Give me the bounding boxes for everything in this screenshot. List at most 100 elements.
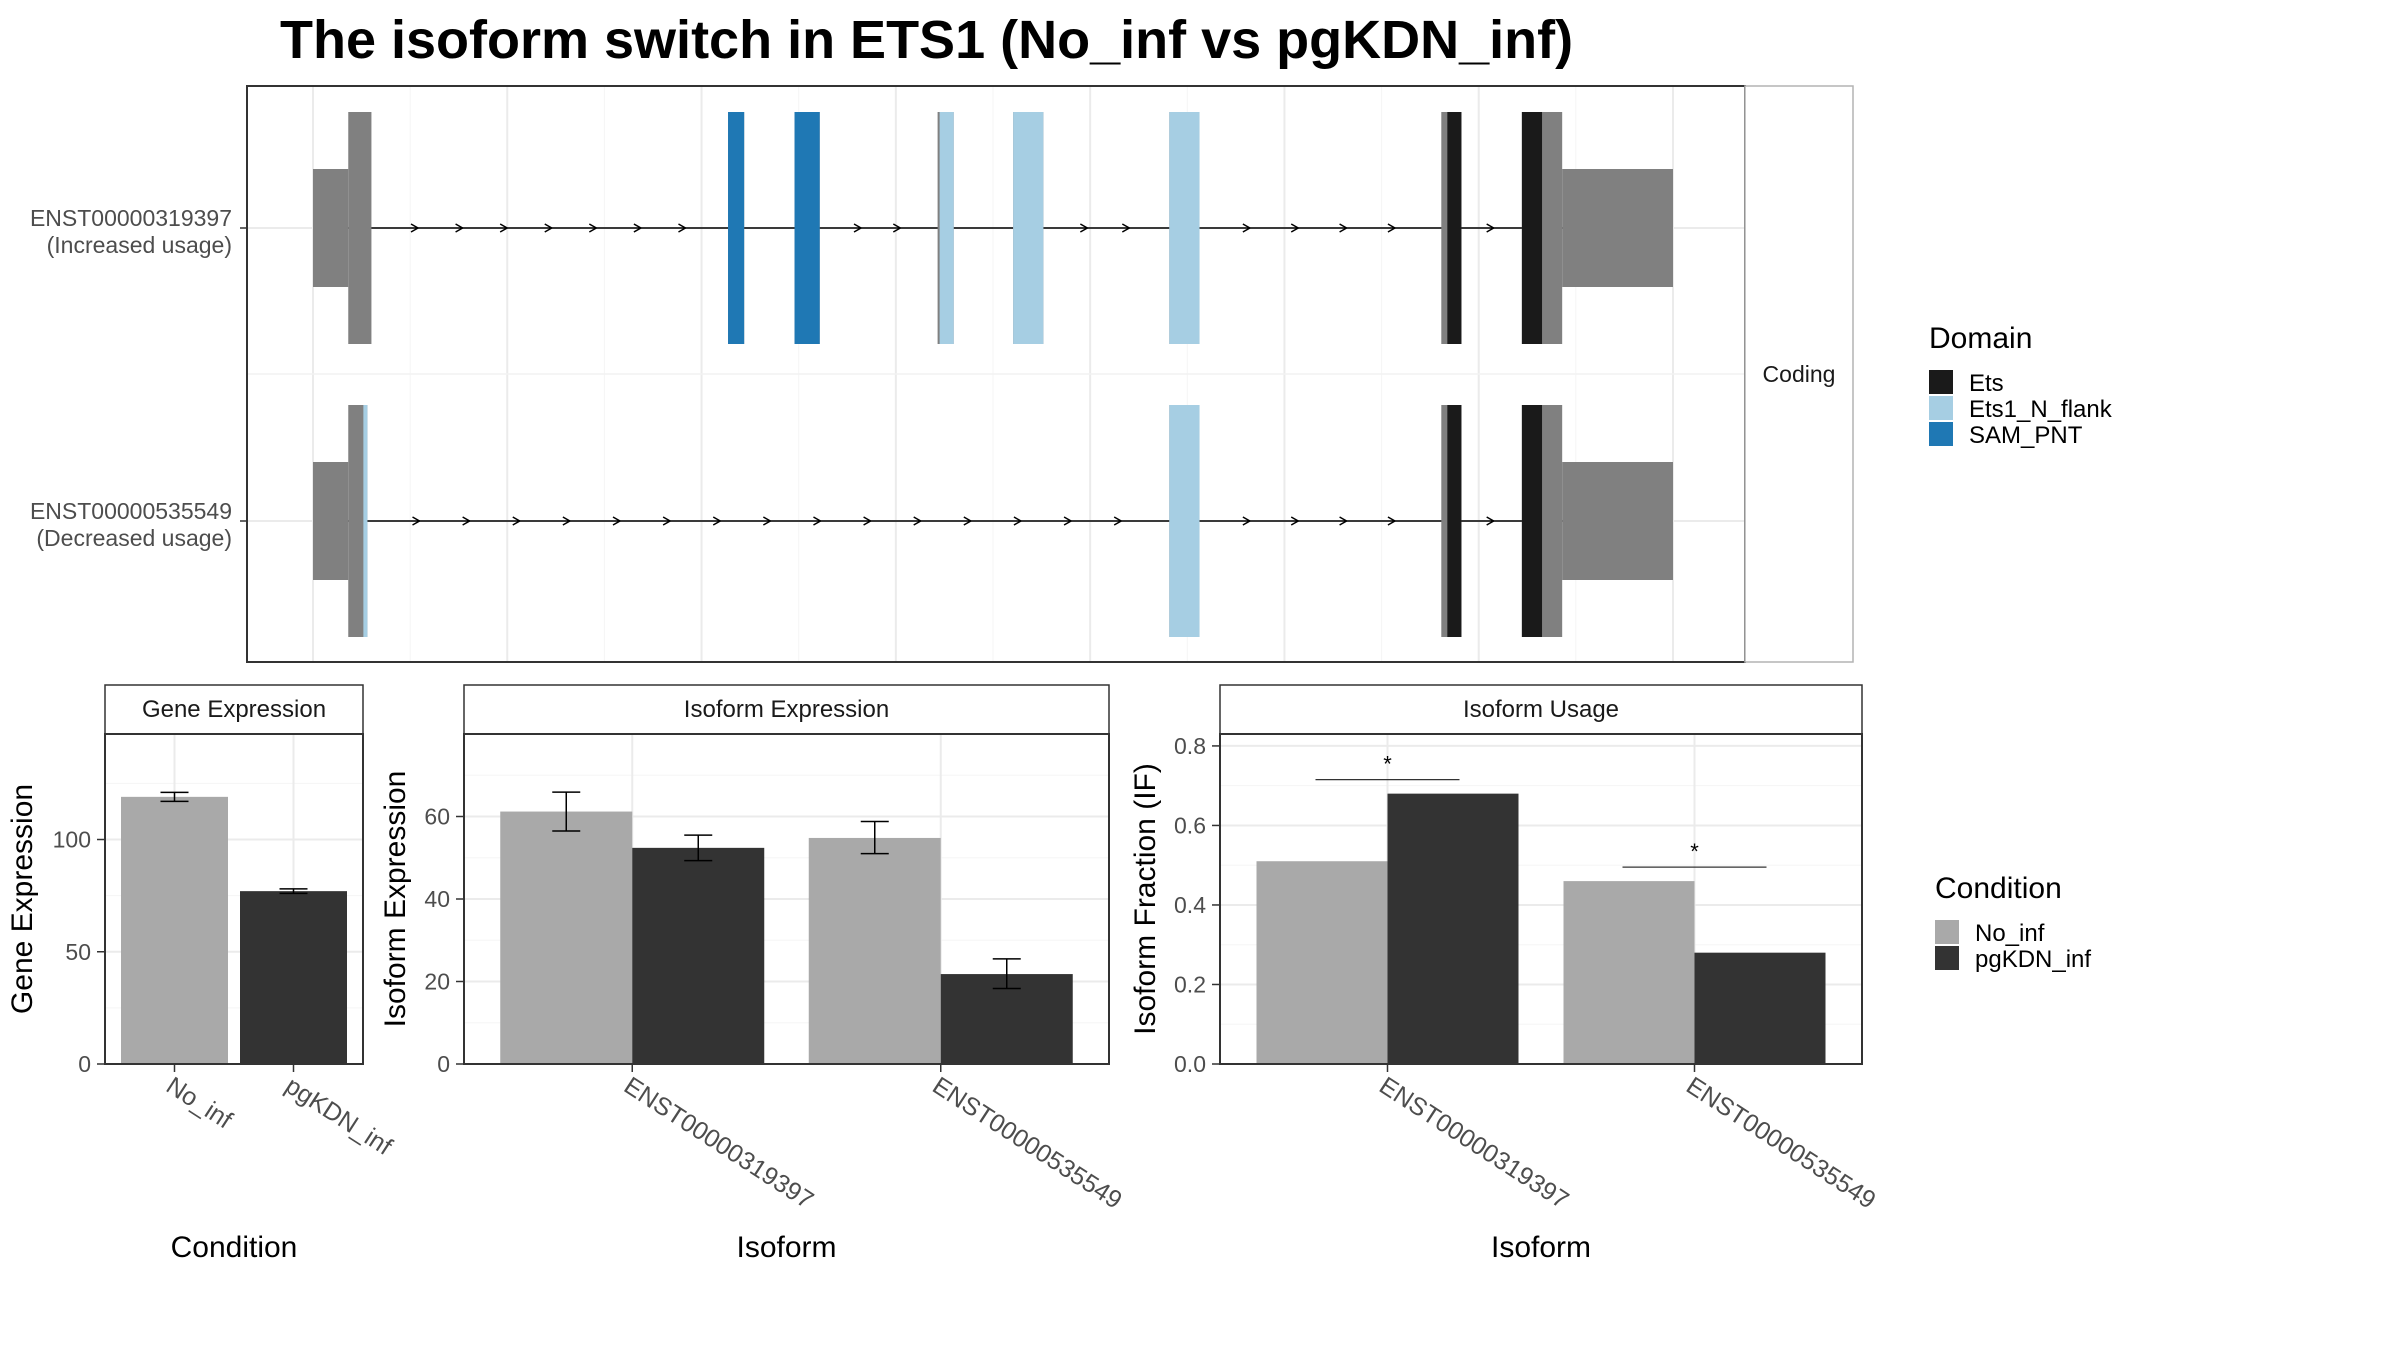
intron-arrow	[1063, 516, 1073, 526]
intron-arrow	[1079, 223, 1089, 233]
intron-arrow	[588, 223, 598, 233]
panel-border	[1219, 733, 1863, 1065]
intron-arrow	[1486, 223, 1496, 233]
utr-exon	[1562, 169, 1673, 287]
bar	[240, 891, 347, 1064]
facet-label: Isoform Usage	[1463, 696, 1619, 723]
intron-arrow	[1242, 516, 1252, 526]
x-tick-label: ENST00000535549	[1681, 1072, 1880, 1215]
intron-arrow	[1290, 223, 1300, 233]
legend-label: SAM_PNT	[1969, 422, 2083, 449]
intron-arrow	[853, 223, 863, 233]
facet-label: Gene Expression	[142, 696, 326, 723]
intron-arrow	[813, 516, 822, 526]
figure-title: The isoform switch in ETS1 (No_inf vs pg…	[280, 10, 1573, 70]
intron-arrow	[863, 516, 873, 526]
utr-exon	[1562, 462, 1673, 580]
intron-arrow	[462, 516, 472, 526]
legend-label: Ets	[1969, 370, 2004, 397]
intron-arrow	[499, 223, 509, 233]
intron-arrow	[913, 516, 923, 526]
coding-exon	[348, 405, 368, 637]
gene-expression-panel: Gene Expression 0 50 100 No_inf pgKDN_inf Cond…	[6, 684, 397, 1264]
isoform-track-ENST00000319397	[313, 112, 1673, 344]
isoform-expression-panel: Isoform Expression 0 20 40 60 ENST00000319397…	[379, 684, 1127, 1264]
intron-arrow	[662, 516, 672, 526]
y-tick-label: 40	[424, 886, 450, 912]
legend-title: Domain	[1929, 322, 2032, 355]
legend-label: pgKDN_inf	[1975, 946, 2091, 973]
legend-title: Condition	[1935, 872, 2062, 905]
utr-exon	[313, 169, 349, 287]
y-axis-title: Isoform Expression	[379, 771, 412, 1028]
intron-arrow	[412, 516, 422, 526]
domain-ets1-n-flank	[939, 112, 954, 344]
intron-arrow	[963, 516, 973, 526]
intron-arrow	[544, 223, 554, 233]
domain-ets1-n-flank	[1013, 112, 1044, 344]
domain-ets1-n-flank	[363, 405, 368, 637]
intron-arrow	[1113, 516, 1123, 526]
intron-arrow	[1339, 516, 1349, 526]
intron-arrow	[1290, 516, 1300, 526]
bar	[1563, 881, 1695, 1064]
y-tick-label: 0	[437, 1051, 450, 1077]
facet-label: Isoform Expression	[684, 696, 889, 723]
legend-swatch	[1929, 396, 1953, 420]
significance-marker: *	[1383, 752, 1392, 777]
x-axis-title: Isoform	[736, 1231, 836, 1264]
bar	[121, 796, 228, 1064]
intron-arrow	[1486, 516, 1496, 526]
bar	[632, 847, 765, 1064]
domain-ets	[1521, 112, 1543, 344]
intron-arrow	[892, 223, 902, 233]
intron-arrow	[455, 223, 465, 233]
intron-arrow	[562, 516, 572, 526]
legend-label: Ets1_N_flank	[1969, 396, 2113, 423]
domain-ets1-n-flank	[1169, 405, 1200, 637]
y-tick-label: 0.0	[1174, 1051, 1206, 1077]
isoform-usage-panel: Isoform Usage 0.0 0.2 0.4 0.6 0.8 * * ENST000003…	[1129, 684, 1881, 1264]
domain-ets	[1521, 405, 1543, 637]
intron-arrow	[678, 223, 687, 233]
y-tick-label: 0.6	[1174, 812, 1206, 838]
intron-arrow	[1387, 516, 1397, 526]
intron-arrow	[1013, 516, 1023, 526]
y-axis-title: Isoform Fraction (IF)	[1129, 763, 1162, 1035]
x-tick-label: No_inf	[161, 1072, 237, 1135]
domain-ets	[1447, 405, 1462, 637]
legend-swatch	[1935, 920, 1959, 944]
bar	[1256, 861, 1388, 1064]
legend-swatch	[1929, 422, 1953, 446]
intron-arrow	[1339, 223, 1349, 233]
facet-strip	[1219, 684, 1863, 735]
coding-exon	[348, 112, 372, 344]
x-tick-label: pgKDN_inf	[280, 1072, 397, 1161]
y-tick-label: 20	[424, 969, 450, 995]
y-axis-title: Gene Expression	[6, 784, 39, 1014]
y-tick-label: 60	[424, 804, 450, 830]
x-axis-title: Isoform	[1491, 1231, 1591, 1264]
domain-sam-pnt	[728, 112, 745, 344]
intron-arrow	[633, 223, 643, 233]
x-tick-label: ENST00000319397	[619, 1072, 818, 1215]
x-tick-label: ENST00000535549	[927, 1072, 1126, 1215]
isoform-label: ENST00000319397	[30, 205, 232, 231]
isoform-usage-label: (Decreased usage)	[36, 525, 232, 551]
intron-arrow	[1242, 223, 1252, 233]
isoform-usage-label: (Increased usage)	[47, 232, 232, 258]
intron-arrow	[512, 516, 522, 526]
x-tick-label: ENST00000319397	[1374, 1072, 1573, 1215]
intron-arrow	[762, 516, 772, 526]
y-tick-label: 0.2	[1174, 971, 1206, 997]
bar	[1694, 952, 1826, 1064]
x-axis-title: Condition	[171, 1231, 298, 1264]
legend-label: No_inf	[1975, 920, 2045, 947]
intron-arrow	[1387, 223, 1397, 233]
y-tick-label: 100	[53, 827, 91, 853]
legend-swatch	[1929, 370, 1953, 394]
y-tick-label: 0	[78, 1051, 91, 1077]
